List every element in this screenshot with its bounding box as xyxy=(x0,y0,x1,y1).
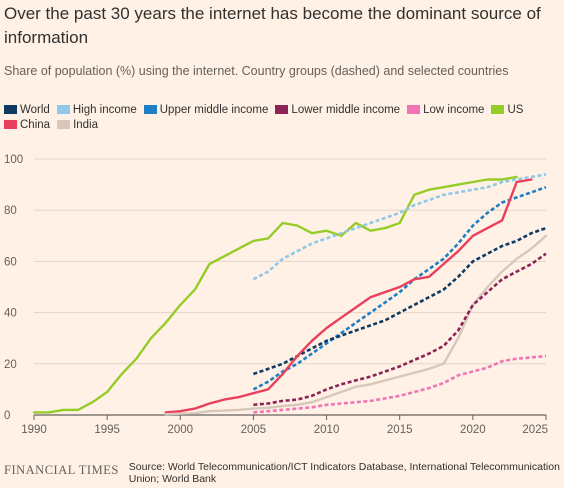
legend-item: India xyxy=(57,119,98,131)
legend-label: World xyxy=(20,103,50,116)
x-tick-label: 2020 xyxy=(460,424,486,436)
legend-label: High income xyxy=(72,103,137,116)
series-line-low-income xyxy=(253,354,547,414)
legend-label: Upper middle income xyxy=(159,103,269,116)
legend-swatch xyxy=(57,120,71,129)
series-line-india xyxy=(164,234,548,416)
y-tick-label: 20 xyxy=(4,359,17,371)
legend-item: Low income xyxy=(407,104,484,116)
legend-swatch xyxy=(275,105,289,114)
series-line-world xyxy=(252,226,547,376)
legend-swatch xyxy=(56,105,70,114)
y-tick-label: 0 xyxy=(4,410,10,422)
x-tick-label: 1995 xyxy=(94,424,120,436)
legend-swatch xyxy=(4,120,17,129)
legend-label: US xyxy=(507,103,524,116)
legend-swatch xyxy=(4,105,17,114)
chart-title: Over the past 30 years the internet has … xyxy=(4,4,541,47)
legend-item: China xyxy=(4,119,50,131)
source-note: Source: World Telecommunication/ICT Indi… xyxy=(128,461,560,485)
y-tick-label: 100 xyxy=(4,154,23,166)
series-line-lower-middle-income xyxy=(253,252,547,407)
legend-item: World xyxy=(4,104,50,116)
y-tick-label: 40 xyxy=(4,308,17,320)
x-tick-label: 2005 xyxy=(241,424,267,436)
chart-footer: FINANCIAL TIMES Source: World Telecommun… xyxy=(4,461,560,485)
x-tick-label: 2000 xyxy=(167,424,193,436)
legend-swatch xyxy=(143,105,157,114)
legend-label: India xyxy=(73,118,98,131)
legend-label: Lower middle income xyxy=(291,103,401,116)
series-line-upper-middle-income xyxy=(252,185,547,391)
x-tick-label: 2025 xyxy=(522,424,548,436)
legend-label: China xyxy=(20,118,51,131)
series-line-china xyxy=(164,178,533,414)
x-tick-label: 2015 xyxy=(387,424,413,436)
legend-item: High income xyxy=(56,103,137,116)
legend-swatch xyxy=(491,105,505,114)
y-tick-label: 60 xyxy=(4,256,17,268)
y-tick-label: 80 xyxy=(4,205,17,217)
chart-subtitle: Share of population (%) using the intern… xyxy=(4,64,509,78)
legend-item: Lower middle income xyxy=(275,104,400,116)
legend-item: US xyxy=(491,104,523,116)
x-tick-label: 2010 xyxy=(314,424,340,436)
series-line-us xyxy=(32,175,518,414)
line-chart: 0 20 40 60 80 100 1990 1995 2000 2005 2010 2015 2020… xyxy=(4,154,548,436)
legend-label: Low income xyxy=(423,103,485,116)
legend-swatch xyxy=(407,105,421,114)
chart-legend: World High income Upper middle income Lower… xyxy=(4,102,560,132)
publisher-logo: FINANCIAL TIMES xyxy=(4,463,119,477)
legend-item: Upper middle income xyxy=(143,103,269,116)
x-tick-label: 1990 xyxy=(21,424,47,436)
